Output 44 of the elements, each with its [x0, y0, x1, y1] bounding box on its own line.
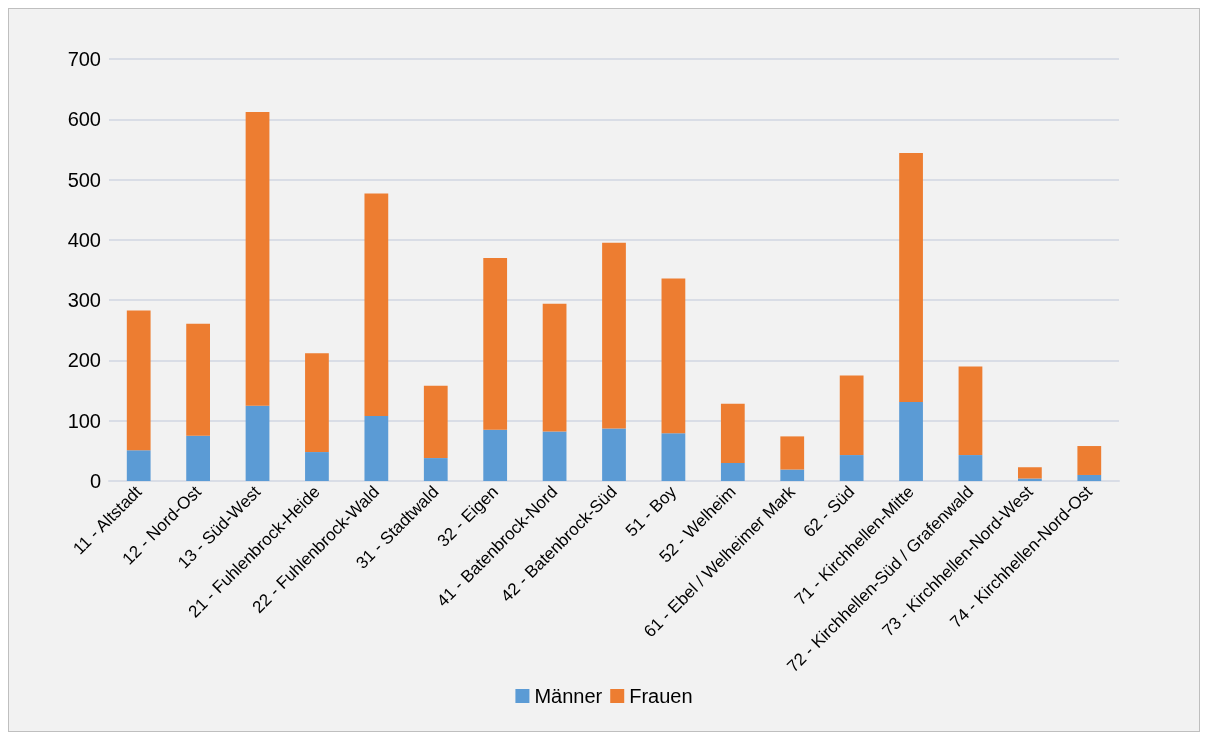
bar	[1077, 446, 1102, 475]
bar	[958, 366, 983, 456]
bar	[602, 428, 626, 481]
y-tick-label: 600	[67, 108, 101, 131]
bar	[245, 112, 270, 406]
x-tick-label: 51 - Boy	[621, 481, 681, 541]
bar	[305, 353, 329, 453]
bar	[305, 452, 329, 481]
bar	[423, 458, 448, 481]
bar	[483, 429, 508, 481]
bar	[899, 153, 923, 403]
bar	[899, 402, 923, 481]
bar	[1018, 467, 1042, 479]
bar	[364, 193, 389, 416]
bar	[186, 435, 210, 481]
bar	[661, 433, 686, 481]
bar	[780, 469, 805, 481]
y-tick-label: 200	[67, 349, 101, 372]
bar	[364, 415, 389, 481]
bar	[839, 455, 864, 481]
y-tick-label: 400	[67, 228, 101, 251]
y-tick-label: 500	[67, 168, 101, 191]
bar	[245, 405, 270, 481]
bar	[126, 310, 151, 451]
bar	[661, 278, 686, 434]
bar	[126, 450, 151, 481]
bar	[780, 436, 805, 470]
bar	[186, 323, 210, 436]
bar	[958, 455, 983, 481]
bar	[542, 303, 567, 432]
bar	[602, 242, 626, 429]
y-tick-label: 700	[67, 48, 101, 70]
bar	[542, 431, 567, 481]
bar	[423, 385, 448, 459]
y-tick-label: 0	[89, 470, 101, 492]
y-tick-label: 300	[67, 289, 101, 312]
legend-label: Frauen	[629, 685, 693, 707]
bar	[1077, 474, 1102, 481]
y-tick-label: 100	[67, 409, 101, 432]
bar	[720, 462, 745, 481]
bar	[720, 403, 745, 463]
bar	[839, 375, 864, 456]
bar	[483, 257, 508, 430]
legend-label: Männer	[534, 685, 603, 707]
